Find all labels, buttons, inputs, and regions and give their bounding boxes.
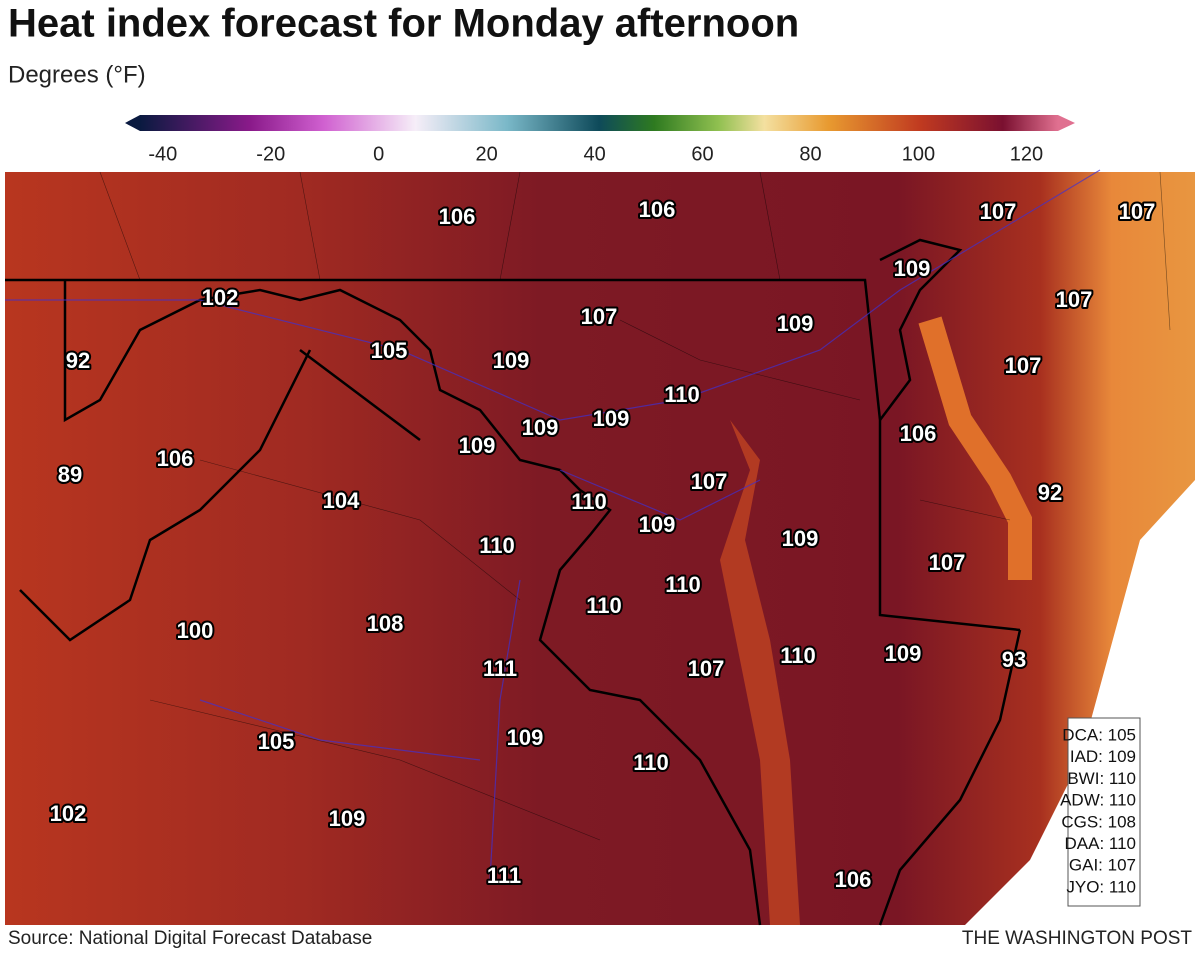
colorbar [140, 115, 1058, 131]
map-label: 107 [1056, 287, 1093, 312]
map-label: 110 [633, 750, 669, 775]
map-label: 100 [177, 618, 214, 643]
map-label: 92 [1038, 480, 1062, 505]
source: Source: National Digital Forecast Databa… [8, 928, 372, 949]
delaware-bay [918, 316, 1032, 580]
map-label: 107 [581, 304, 618, 329]
title: Heat index forecast for Monday afternoon [8, 2, 799, 46]
colorbar-tick-label: -40 [148, 143, 177, 165]
station-reading: ADW: 110 [1060, 791, 1136, 810]
map-label: 107 [929, 550, 966, 575]
map-label: 106 [439, 204, 476, 229]
map-label: 106 [900, 421, 937, 446]
colorbar-tick-label: 20 [476, 143, 498, 165]
map-label: 106 [835, 867, 872, 892]
colorbar-tick-label: 100 [902, 143, 935, 165]
station-reading: JYO: 110 [1066, 877, 1136, 896]
map-label: 105 [258, 729, 295, 754]
map-label: 110 [780, 643, 816, 668]
colorbar-arrow [1058, 115, 1075, 131]
map-label: 109 [777, 311, 814, 336]
map-label: 111 [487, 863, 521, 888]
map-label: 111 [483, 656, 517, 681]
station-reading: GAI: 107 [1069, 856, 1136, 875]
colorbar-tick-label: 0 [373, 143, 384, 165]
station-box [1067, 717, 1141, 907]
colorbar-tick-label: 80 [799, 143, 821, 165]
map-label: 109 [507, 725, 544, 750]
bay [720, 420, 800, 925]
map-label: 89 [58, 462, 82, 487]
colorbar-tick-label: 120 [1010, 143, 1043, 165]
map-label: 109 [639, 512, 676, 537]
map-label: 109 [593, 406, 630, 431]
credit: THE WASHINGTON POST [962, 928, 1193, 949]
station-reading: CGS: 108 [1061, 812, 1136, 831]
station-reading: IAD: 109 [1070, 747, 1136, 766]
map-label: 92 [66, 348, 90, 373]
colorbar-tick-label: -20 [256, 143, 285, 165]
colorbar-arrow [125, 115, 140, 131]
map-label: 93 [1002, 647, 1026, 672]
map-label: 109 [894, 256, 931, 281]
map-label: 102 [202, 285, 239, 310]
map-label: 106 [157, 446, 194, 471]
map-label: 109 [329, 806, 366, 831]
colorbar-tick-label: 40 [583, 143, 605, 165]
map-label: 110 [571, 489, 607, 514]
map-label: 102 [50, 801, 87, 826]
map-label: 107 [691, 469, 728, 494]
map-label: 109 [782, 526, 819, 551]
map-label: 109 [459, 433, 496, 458]
map-label: 109 [522, 415, 559, 440]
map-label: 110 [665, 572, 701, 597]
map-label: 107 [1005, 353, 1042, 378]
map-label: 110 [586, 593, 622, 618]
map-label: 106 [639, 197, 676, 222]
map-label: 109 [885, 641, 922, 666]
map-label: 108 [367, 611, 404, 636]
map-label: 104 [323, 488, 360, 513]
station-reading: DAA: 110 [1064, 834, 1136, 853]
map-label: 110 [479, 533, 515, 558]
map-background [5, 172, 1195, 925]
map-label: 109 [493, 348, 530, 373]
map-label: 107 [688, 656, 725, 681]
map-label: 107 [1119, 199, 1156, 224]
map-label: 107 [980, 199, 1017, 224]
colorbar-tick-label: 60 [691, 143, 713, 165]
station-reading: BWI: 110 [1067, 769, 1136, 788]
map-label: 110 [664, 382, 700, 407]
station-reading: DCA: 105 [1062, 725, 1136, 744]
subtitle: Degrees (°F) [8, 61, 146, 88]
map: 106 106 107 107 109 102 107 107 109 92 105 109 107 11… [5, 169, 1195, 926]
map-label: 105 [371, 338, 408, 363]
